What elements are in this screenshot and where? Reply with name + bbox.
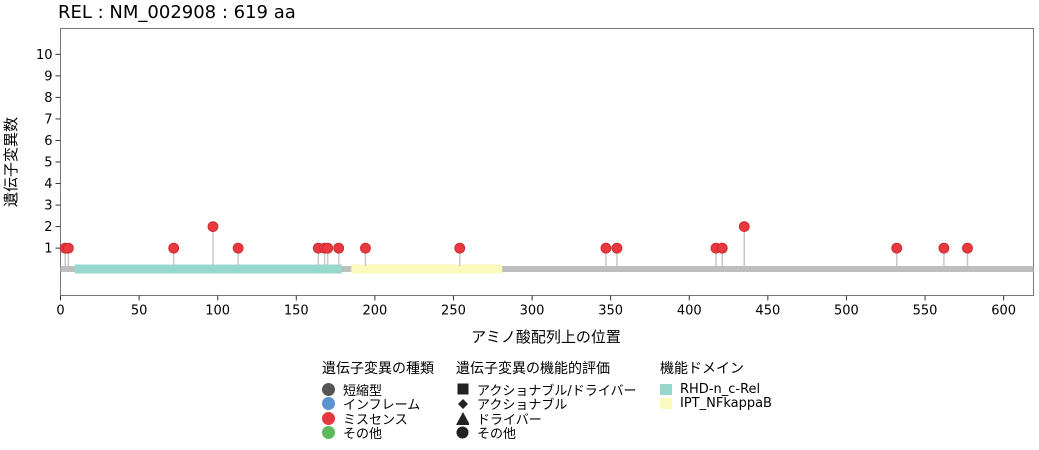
- swatch-icon: [660, 398, 672, 410]
- y-tick-label: 4: [44, 177, 52, 192]
- circle-icon: [322, 426, 335, 440]
- mutation-point: [738, 221, 750, 232]
- diamond-icon: [456, 397, 469, 410]
- mutation-point: [207, 221, 219, 232]
- domain-bar: [74, 264, 342, 274]
- mutation-point: [168, 242, 180, 254]
- legend-item-other-type: その他: [322, 426, 434, 443]
- legend-label: インフレーム: [343, 398, 421, 414]
- legend-item-other-evaluation: その他: [456, 426, 636, 443]
- legend-label: その他: [343, 427, 383, 443]
- legend-functional-evaluation: 遺伝子変異の機能的評価 アクショナブル/ドライバー アクショナブル ドライバー …: [456, 358, 637, 443]
- legend-label: IPT_NFkappaB: [680, 396, 772, 412]
- circle-icon: [456, 426, 469, 439]
- circle-icon: [322, 382, 335, 396]
- mutation-point: [360, 242, 371, 254]
- legend-item-actionable-driver: アクショナブル/ドライバー: [456, 382, 637, 399]
- legend-item-domain-ipt: IPT_NFkappaB: [660, 396, 772, 412]
- mutation-point: [891, 242, 903, 254]
- plot-frame: [60, 28, 1034, 296]
- x-tick-label: 150: [284, 304, 309, 319]
- x-tick-label: 550: [913, 304, 938, 319]
- legend-label: アクショナブル: [477, 398, 568, 414]
- y-tick-label: 6: [44, 134, 52, 149]
- circle-icon: [322, 397, 335, 411]
- domain-bar: [351, 264, 503, 274]
- mutation-point: [611, 242, 623, 254]
- triangle-icon: [456, 411, 469, 425]
- y-tick-label: 10: [36, 48, 53, 63]
- x-tick-label: 500: [834, 304, 859, 319]
- mutation-point: [232, 242, 244, 254]
- x-tick-label: 250: [441, 304, 466, 319]
- legend-label: 短縮型: [343, 383, 383, 399]
- legend-item-driver: ドライバー: [456, 411, 636, 428]
- y-axis-title: 遺伝子変異数: [2, 117, 20, 207]
- y-tick-label: 5: [44, 156, 52, 171]
- x-tick-label: 50: [131, 304, 148, 319]
- legend-label: RHD-n_c-Rel: [680, 381, 761, 397]
- legend-mutation-type: 遺伝子変異の種類 短縮型 インフレーム ミスセンス その他: [322, 358, 434, 443]
- x-axis-title: アミノ酸配列上の位置: [471, 328, 621, 346]
- y-tick-label: 8: [44, 91, 52, 106]
- legend-item-missense: ミスセンス: [322, 411, 434, 428]
- legend-evaluation-title: 遺伝子変異の機能的評価: [456, 361, 610, 377]
- square-icon: [456, 383, 469, 396]
- mutation-point: [938, 242, 950, 254]
- legend-domains: 機能ドメイン RHD-n_c-Rel IPT_NFkappaB: [660, 358, 772, 411]
- legend-label: ミスセンス: [343, 412, 408, 428]
- x-tick-label: 400: [677, 304, 702, 319]
- x-tick-label: 350: [598, 304, 623, 319]
- circle-icon: [322, 411, 335, 425]
- legend-label: その他: [477, 427, 517, 443]
- legend-item-truncating: 短縮型: [322, 382, 434, 399]
- y-tick-label: 2: [44, 220, 52, 235]
- y-tick-label: 7: [44, 112, 52, 127]
- chart-title: REL : NM_002908 : 619 aa: [58, 2, 296, 23]
- legend-mutation-type-title: 遺伝子変異の種類: [322, 361, 434, 377]
- legend-item-domain-rhd: RHD-n_c-Rel: [660, 382, 772, 397]
- legend-label: ドライバー: [477, 412, 542, 428]
- x-tick-label: 450: [755, 304, 780, 319]
- x-tick-label: 600: [991, 304, 1016, 319]
- legend-label: アクショナブル/ドライバー: [477, 383, 637, 399]
- x-tick-label: 300: [520, 304, 545, 319]
- y-tick-label: 1: [44, 242, 52, 257]
- x-tick-label: 100: [205, 304, 230, 319]
- mutation-point: [454, 242, 466, 254]
- mutation-point: [322, 242, 334, 254]
- x-tick-label: 0: [56, 304, 64, 319]
- legend-item-inframe: インフレーム: [322, 397, 434, 414]
- legend-item-actionable: アクショナブル: [456, 397, 636, 414]
- swatch-icon: [660, 383, 672, 395]
- y-tick-label: 3: [44, 199, 52, 214]
- mutation-point: [62, 242, 74, 254]
- mutation-point: [333, 242, 345, 254]
- mutation-point: [962, 242, 973, 254]
- mutation-point: [716, 242, 728, 254]
- legend-domains-title: 機能ドメイン: [660, 361, 744, 377]
- mutation-point: [600, 242, 612, 254]
- y-tick-label: 9: [44, 69, 52, 84]
- x-tick-label: 200: [362, 304, 387, 319]
- protein-backbone: [60, 266, 1034, 272]
